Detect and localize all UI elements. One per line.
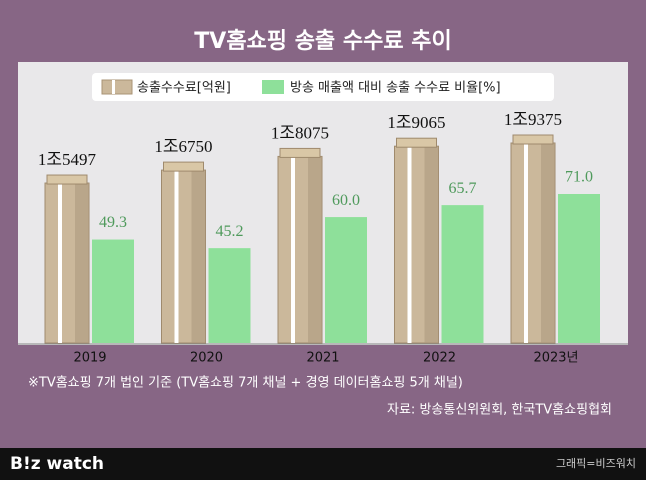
bar-shade [424, 146, 439, 343]
bar [92, 239, 134, 343]
x-tick-label: 2020 [190, 351, 223, 366]
value-label: 1조9375 [504, 110, 562, 129]
value-label: 60.0 [332, 192, 360, 209]
legend-box [92, 73, 554, 101]
bar-stripe [58, 183, 62, 343]
value-label: 1조8075 [271, 123, 329, 142]
bar [208, 248, 251, 343]
bar-stripe [291, 156, 295, 343]
x-tick-label: 2023년 [533, 351, 578, 366]
source: 자료: 방송통신위원회, 한국TV홈쇼핑협회 [387, 403, 612, 418]
bar-shade [75, 183, 89, 343]
note: ※TV홈쇼핑 7개 법인 기준 (TV홈쇼핑 7개 채널 + 경영 데이터홈쇼핑… [28, 376, 463, 391]
x-tick-label: 2021 [306, 351, 339, 366]
value-label: 65.7 [449, 180, 477, 197]
bar-stripe [174, 170, 179, 343]
bar-cap [163, 161, 204, 172]
bar-shade [191, 170, 206, 343]
x-tick-label: 2019 [73, 351, 106, 366]
bar-shade [308, 156, 322, 343]
bar-cap [396, 137, 437, 148]
footer [0, 448, 646, 480]
legend-swatch [262, 80, 284, 94]
bar-cap [46, 174, 88, 185]
legend-swatch-stripe [112, 80, 115, 94]
x-tick-label: 2022 [423, 351, 456, 366]
legend-label: 방송 매출액 대비 송출 수수료 비율[%] [290, 81, 501, 96]
bar-stripe [407, 146, 412, 343]
bar [325, 217, 367, 343]
value-label: 1조5497 [38, 150, 97, 169]
legend-label: 송출수수료[억원] [137, 81, 231, 96]
bar [558, 194, 600, 343]
brand-logo: B!z watch [10, 454, 104, 474]
value-label: 45.2 [216, 223, 244, 240]
legend-swatch [101, 79, 133, 95]
chart-title: TV홈쇼핑 송출 수수료 추이 [194, 29, 451, 54]
bar [441, 205, 484, 343]
value-label: 71.0 [565, 169, 593, 186]
credit: 그래픽=비즈워치 [556, 457, 636, 470]
bar-shade [541, 143, 555, 343]
value-label: 49.3 [99, 214, 127, 231]
bar-stripe [524, 143, 528, 343]
bar-cap [279, 147, 321, 158]
bar-cap [512, 134, 554, 145]
value-label: 1조9065 [387, 113, 445, 132]
value-label: 1조6750 [154, 137, 212, 156]
